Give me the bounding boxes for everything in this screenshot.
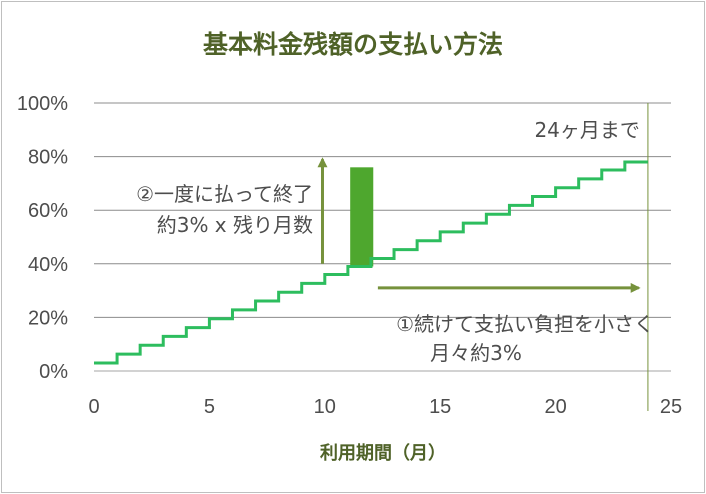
gridlines	[94, 102, 671, 318]
installment-annotation-line-1: ①続けて支払い負担を小さく	[396, 312, 654, 336]
y-tick-label: 20%	[28, 307, 68, 329]
x-tick-label: 15	[429, 396, 451, 418]
reference-line-label: 24ヶ月まで	[534, 118, 639, 142]
installment-annotation-line-2: 月々約3%	[430, 341, 522, 365]
x-axis-label: 利用期間（月）	[320, 442, 446, 464]
x-tick-label: 25	[660, 396, 682, 418]
lump-sum-annotation-line-1: ②一度に払って終了	[136, 182, 313, 206]
y-tick-label: 60%	[28, 200, 68, 222]
y-tick-label: 40%	[28, 254, 68, 276]
y-tick-label: 100%	[17, 93, 68, 115]
x-tick-label: 10	[314, 396, 336, 418]
x-tick-label: 5	[204, 396, 215, 418]
x-tick-label: 0	[88, 396, 99, 418]
lump-sum-bar	[350, 167, 374, 267]
x-axis-ticks: 0 5 10 15 20 25	[88, 396, 682, 418]
y-tick-label: 80%	[28, 147, 68, 169]
chart-title: 基本料金残額の支払い方法	[203, 30, 503, 59]
series-step-line	[94, 160, 648, 365]
lump-sum-annotation-line-2: 約3% x 残り月数	[157, 213, 313, 237]
y-axis-ticks: 0% 20% 40% 60% 80% 100%	[17, 93, 68, 383]
x-tick-label: 20	[544, 396, 566, 418]
y-tick-label: 0%	[39, 361, 68, 383]
